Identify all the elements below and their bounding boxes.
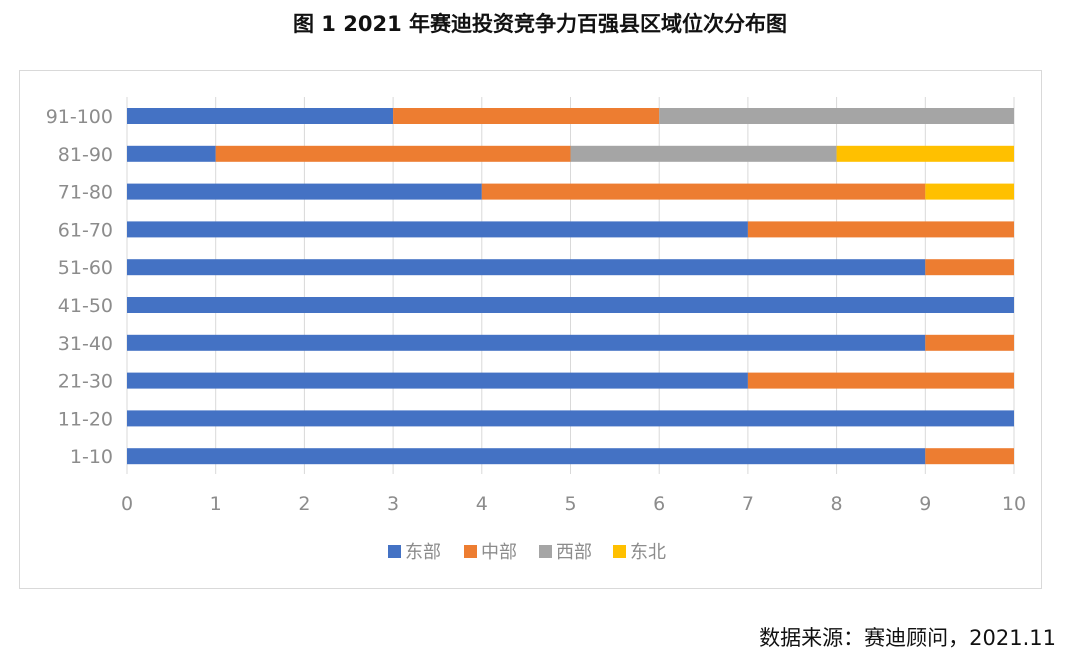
category-label: 41-50 xyxy=(58,295,113,317)
x-tick-label: 9 xyxy=(919,493,931,515)
x-tick-label: 3 xyxy=(387,493,399,515)
bar-segment-1-10-中部 xyxy=(925,448,1014,465)
bar-segment-71-80-东部 xyxy=(127,183,482,200)
x-tick-label: 5 xyxy=(564,493,576,515)
x-tick-label: 0 xyxy=(121,493,133,515)
x-tick-label: 6 xyxy=(653,493,665,515)
bar-segment-51-60-中部 xyxy=(925,259,1014,276)
category-label: 61-70 xyxy=(58,219,113,241)
x-tick-label: 10 xyxy=(1002,493,1026,515)
bar-segment-61-70-东部 xyxy=(127,221,748,238)
legend-label: 中部 xyxy=(481,542,517,563)
bar-segment-61-70-中部 xyxy=(747,221,1014,238)
bar-segment-31-40-东部 xyxy=(127,334,926,351)
bar-segment-51-60-东部 xyxy=(127,259,926,276)
bar-segment-81-90-西部 xyxy=(570,145,837,162)
bar-segment-91-100-中部 xyxy=(393,108,660,124)
bar-segment-81-90-中部 xyxy=(215,145,571,162)
bar-segment-71-80-中部 xyxy=(481,183,926,200)
bar-segment-71-80-东北 xyxy=(925,183,1014,200)
category-label: 51-60 xyxy=(58,257,113,279)
x-tick-label: 8 xyxy=(831,493,843,515)
category-label: 71-80 xyxy=(58,182,113,204)
bar-segment-41-50-东部 xyxy=(127,297,1014,313)
legend-swatch-东北 xyxy=(613,545,626,558)
legend: 东部 中部 西部 东北 xyxy=(388,542,666,563)
legend-label: 东部 xyxy=(405,542,441,563)
bars xyxy=(127,108,1014,465)
category-labels: 91-100 81-90 71-80 61-70 51-60 41-50 31-40 21-3… xyxy=(46,106,113,468)
category-label: 11-20 xyxy=(58,408,113,430)
legend-label: 东北 xyxy=(630,542,666,563)
category-label: 91-100 xyxy=(46,106,113,128)
x-tick-label: 4 xyxy=(476,493,488,515)
bar-segment-21-30-东部 xyxy=(127,372,748,389)
x-tick-labels: 0 1 2 3 4 5 6 7 8 9 10 xyxy=(121,493,1026,515)
bar-segment-91-100-东部 xyxy=(127,108,394,124)
bar-segment-81-90-东北 xyxy=(836,145,1014,162)
legend-swatch-西部 xyxy=(539,545,552,558)
x-tick-label: 2 xyxy=(298,493,310,515)
bar-segment-11-20-东部 xyxy=(127,410,1014,427)
category-label: 31-40 xyxy=(58,333,113,355)
category-label: 21-30 xyxy=(58,371,113,393)
bar-segment-91-100-西部 xyxy=(659,108,1014,124)
legend-swatch-中部 xyxy=(464,545,477,558)
data-source-note: 数据来源：赛迪顾问，2021.11 xyxy=(759,626,1056,650)
category-label: 81-90 xyxy=(58,144,113,166)
x-tick-label: 7 xyxy=(742,493,754,515)
legend-swatch-东部 xyxy=(388,545,401,558)
bar-segment-81-90-东部 xyxy=(127,145,216,162)
bar-segment-1-10-东部 xyxy=(127,448,926,465)
x-tick-label: 1 xyxy=(210,493,222,515)
legend-label: 西部 xyxy=(556,542,592,563)
bar-segment-31-40-中部 xyxy=(925,334,1014,351)
bar-segment-21-30-中部 xyxy=(747,372,1014,389)
chart-title: 图 1 2021 年赛迪投资竞争力百强县区域位次分布图 xyxy=(293,12,787,36)
category-label: 1-10 xyxy=(70,446,113,468)
